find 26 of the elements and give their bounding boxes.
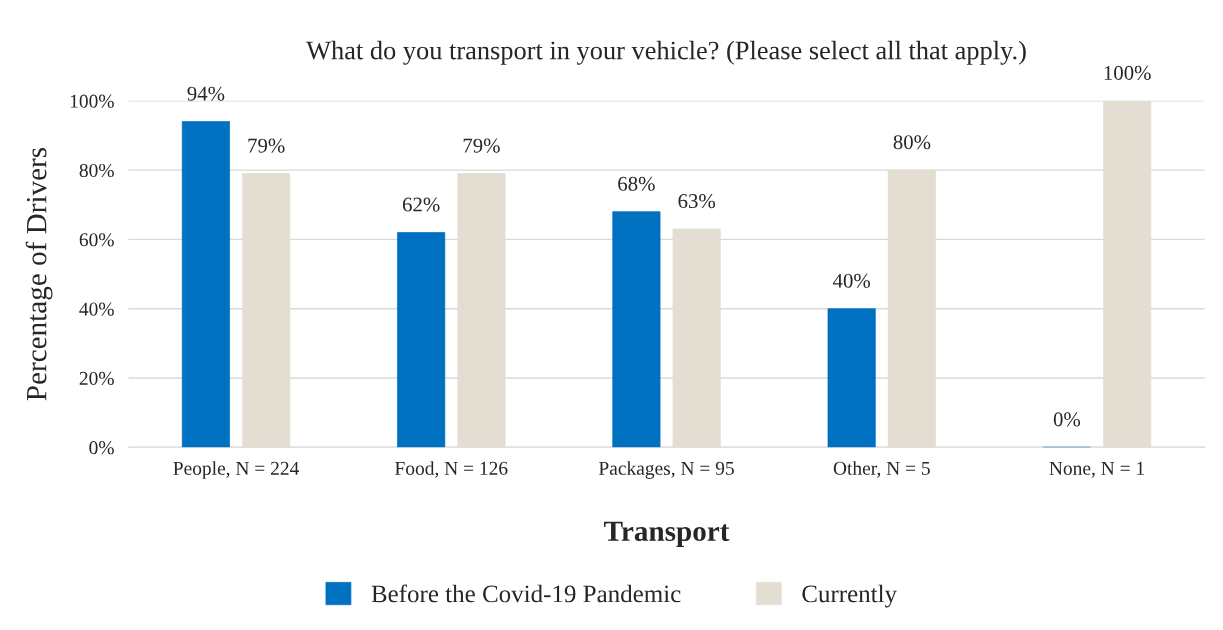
data-label: 62% (402, 197, 440, 212)
y-tick-label: 0% (89, 441, 114, 455)
data-label: 68% (618, 176, 655, 191)
data-label: 94% (187, 86, 225, 101)
y-tick-label: 40% (79, 302, 114, 316)
data-label: 79% (248, 138, 285, 153)
data-label: 63% (678, 194, 716, 209)
data-label: 80% (893, 135, 931, 150)
data-label: 100% (1104, 65, 1151, 80)
data-label: 79% (463, 138, 500, 153)
x-tick-label: Other, N = 5 (833, 461, 930, 478)
legend-label: Currently (802, 584, 897, 608)
x-tick-label: Packages, N = 95 (598, 461, 734, 479)
y-tick-label: 20% (79, 371, 114, 385)
x-tick-label: People, N = 224 (173, 461, 300, 479)
y-axis-title: Percentage of Drivers (25, 147, 53, 401)
y-tick-label: 60% (79, 233, 114, 247)
legend-label: Before the Covid-19 Pandemic (371, 584, 681, 603)
x-tick-label: None, N = 1 (1049, 461, 1145, 478)
data-label: 0% (1053, 412, 1081, 427)
x-axis-title: Transport (604, 521, 730, 547)
data-label: 40% (832, 273, 871, 288)
x-tick-label: Food, N = 126 (395, 461, 508, 478)
y-tick-label: 80% (79, 163, 114, 178)
y-tick-label: 100% (70, 94, 114, 108)
chart-title: What do you transport in your vehicle? (Please select all that apply.) (306, 40, 1026, 65)
